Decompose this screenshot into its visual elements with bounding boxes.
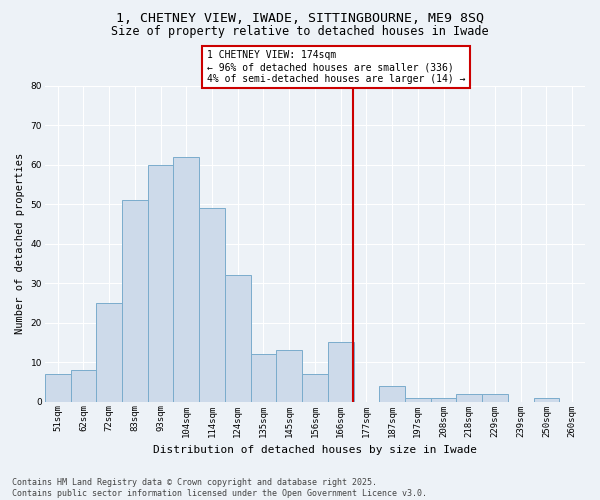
Bar — [71, 370, 96, 402]
Bar — [173, 156, 199, 402]
Bar — [45, 374, 71, 402]
Bar — [533, 398, 559, 402]
Bar — [96, 303, 122, 402]
Bar — [122, 200, 148, 402]
Y-axis label: Number of detached properties: Number of detached properties — [15, 153, 25, 334]
Text: Size of property relative to detached houses in Iwade: Size of property relative to detached ho… — [111, 25, 489, 38]
Bar — [251, 354, 277, 402]
Bar — [328, 342, 353, 402]
Bar — [199, 208, 225, 402]
Text: 1 CHETNEY VIEW: 174sqm
← 96% of detached houses are smaller (336)
4% of semi-det: 1 CHETNEY VIEW: 174sqm ← 96% of detached… — [207, 50, 466, 84]
Bar — [457, 394, 482, 402]
Text: 1, CHETNEY VIEW, IWADE, SITTINGBOURNE, ME9 8SQ: 1, CHETNEY VIEW, IWADE, SITTINGBOURNE, M… — [116, 12, 484, 26]
Text: Contains HM Land Registry data © Crown copyright and database right 2025.
Contai: Contains HM Land Registry data © Crown c… — [12, 478, 427, 498]
Bar — [482, 394, 508, 402]
Bar — [379, 386, 405, 402]
Bar — [148, 164, 173, 402]
X-axis label: Distribution of detached houses by size in Iwade: Distribution of detached houses by size … — [153, 445, 477, 455]
Bar — [225, 275, 251, 402]
Bar — [405, 398, 431, 402]
Bar — [431, 398, 457, 402]
Bar — [277, 350, 302, 402]
Bar — [302, 374, 328, 402]
